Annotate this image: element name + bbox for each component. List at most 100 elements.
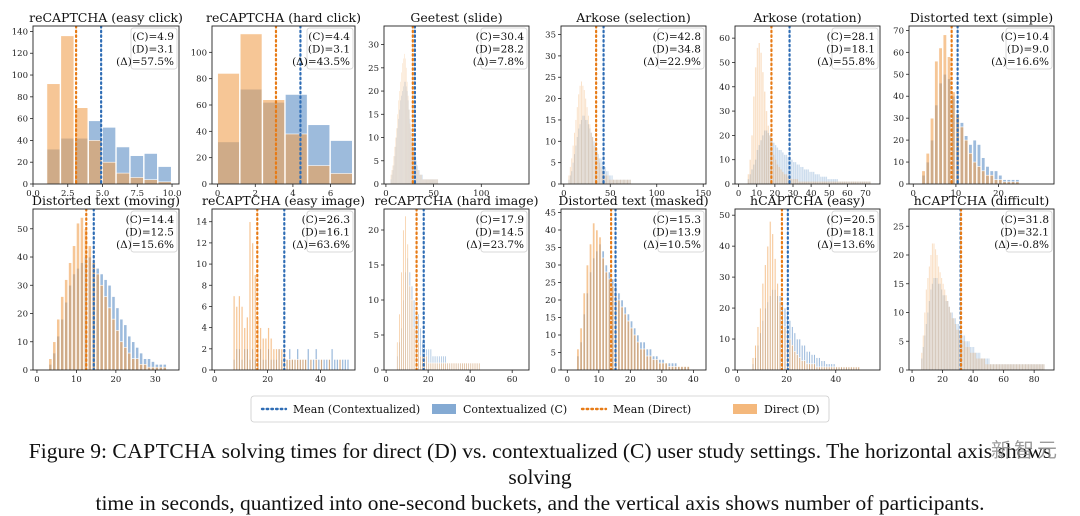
bar-contextualized [435, 179, 437, 184]
bar-contextualized [953, 318, 955, 370]
x-tick-label: 0 [565, 375, 570, 385]
bar-direct [931, 243, 934, 370]
bar-direct [1037, 364, 1039, 370]
bar-direct [974, 352, 976, 370]
bar-direct [406, 243, 409, 370]
bar-direct [664, 362, 668, 370]
bar-direct [238, 295, 241, 370]
bar-direct [959, 126, 964, 184]
bar-direct [960, 335, 963, 370]
bar-contextualized [394, 156, 396, 184]
bar-direct [774, 159, 777, 184]
bar-direct [613, 179, 615, 184]
bar-direct [251, 242, 254, 370]
y-tick-label: 50 [719, 211, 730, 221]
bar-direct [426, 179, 428, 184]
bar-direct [823, 366, 826, 370]
legend-direct: Direct (D) [733, 403, 820, 416]
bar-contextualized [773, 142, 775, 184]
bar-contextualized [976, 352, 978, 370]
bar-contextualized [760, 140, 762, 184]
bar-contextualized [307, 348, 310, 370]
bar-direct [330, 173, 353, 184]
bar-direct [771, 233, 774, 370]
bar-direct [413, 327, 416, 370]
bar-direct [633, 334, 637, 370]
y-tick-label: 80 [196, 75, 207, 85]
bar-direct [569, 166, 571, 184]
bar-direct [989, 364, 992, 370]
bar-direct [996, 364, 998, 370]
bar-direct [434, 179, 436, 184]
bar-direct [611, 179, 613, 184]
bar-contextualized [973, 347, 975, 370]
bar-direct [72, 245, 76, 370]
bar-direct [88, 140, 103, 184]
bar-direct [425, 179, 427, 184]
bar-direct [834, 181, 837, 184]
bar-direct [429, 179, 431, 184]
chart-recaptcha-easy-click: 0 20 40 60 80 100 120 140 0.0 2.5 5.0 7.5 10.0 reCAPT… [12, 10, 183, 199]
bar-direct [46, 83, 61, 184]
stats-text: (D)=32.1 [1000, 227, 1049, 239]
bar-direct [794, 179, 797, 184]
bar-direct [583, 90, 585, 184]
plot-area [390, 26, 439, 184]
bar-contextualized [927, 312, 929, 370]
bar-direct [951, 318, 953, 370]
bar-direct [431, 179, 433, 184]
bar-direct [593, 145, 595, 184]
bar-contextualized [601, 162, 603, 184]
bar-contextualized [395, 146, 397, 184]
bar-direct [264, 337, 268, 370]
bar-direct [829, 181, 831, 184]
bar-direct [778, 166, 780, 184]
x-tick-label: 50 [605, 189, 616, 199]
stats-text: (D)=3.1 [308, 44, 350, 56]
bar-direct [680, 366, 684, 370]
caption-line1-rest: solving times for direct (D) vs. context… [216, 439, 1052, 489]
bar-contextualized [420, 174, 421, 184]
stats-text: (Δ)=63.6% [292, 239, 350, 251]
bar-contextualized [1025, 364, 1027, 370]
x-tick-label: 5.0 [96, 189, 110, 199]
bar-direct [754, 67, 757, 184]
bar-contextualized [756, 149, 759, 184]
bar-direct [408, 285, 411, 370]
bar-contextualized [569, 175, 571, 184]
bar-contextualized [829, 179, 831, 184]
bar-direct [419, 174, 420, 184]
bar-direct [997, 364, 999, 370]
bar-contextualized [843, 181, 846, 184]
bar-direct [235, 306, 238, 370]
bar-direct [849, 181, 851, 184]
bar-direct [751, 357, 755, 370]
bar-contextualized [390, 179, 392, 184]
bar-direct [764, 91, 766, 184]
bar-contextualized [405, 86, 407, 184]
x-tick-label: 10 [71, 375, 82, 385]
bar-direct [394, 146, 396, 184]
bar-direct [604, 175, 606, 184]
bar-direct [942, 283, 944, 370]
bar-direct [614, 179, 616, 184]
bar-contextualized [429, 348, 432, 370]
bar-direct [867, 181, 869, 184]
stats-text: (Δ)=57.5% [116, 56, 174, 68]
bar-direct [428, 179, 430, 184]
bar-direct [107, 307, 112, 370]
bar-direct [478, 362, 481, 370]
bar-direct [56, 318, 61, 370]
bar-contextualized [582, 115, 584, 184]
bar-contextualized [922, 347, 924, 370]
x-tick-label: 4 [290, 189, 295, 199]
bar-contextualized [758, 145, 760, 184]
bar-direct [421, 355, 424, 370]
bar-direct [950, 312, 952, 370]
chart-recaptcha-hard-image: 0 5 10 15 20 0 20 40 60 reCAPTCHA (hard image) (C)… [368, 193, 538, 385]
bar-contextualized [611, 175, 613, 184]
legend-contextualized: Contextualized (C) [432, 403, 567, 416]
bar-contextualized [592, 137, 594, 184]
chart-title: reCAPTCHA (easy click) [29, 10, 183, 25]
